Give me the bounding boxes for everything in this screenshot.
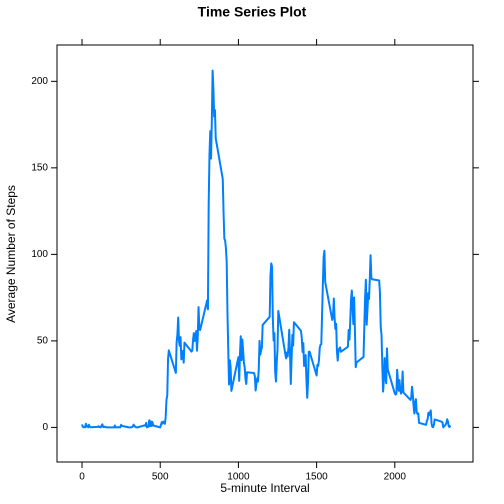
y-tick-label: 0 [42, 422, 48, 433]
y-tick-label: 50 [37, 336, 49, 347]
x-tick-label: 1000 [227, 472, 250, 483]
y-tick-label: 100 [31, 249, 48, 260]
y-tick-label: 150 [31, 162, 48, 173]
chart-title: Time Series Plot [198, 4, 307, 20]
plot-frame [56, 44, 474, 463]
y-tick-label: 200 [31, 76, 48, 87]
x-tick-label: 1500 [305, 472, 328, 483]
x-tick-label: 0 [79, 472, 85, 483]
x-tick-label: 500 [152, 472, 169, 483]
x-tick-label: 2000 [384, 472, 407, 483]
x-axis-label: 5-minute Interval [220, 481, 309, 495]
y-axis-label: Average Number of Steps [4, 185, 18, 323]
data-line [81, 69, 452, 429]
